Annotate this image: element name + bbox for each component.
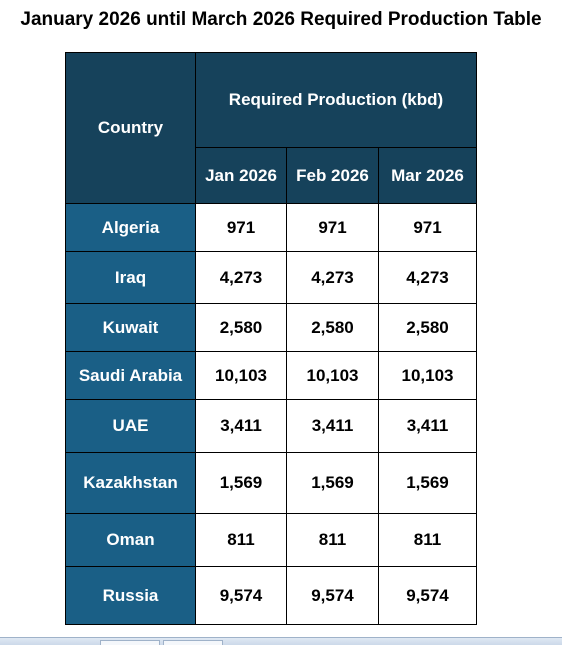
- month-header-feb: Feb 2026: [286, 147, 379, 204]
- bottom-tab[interactable]: [100, 640, 160, 645]
- value-cell: 4,273: [378, 251, 477, 304]
- table-row: Iraq 4,273 4,273 4,273: [65, 251, 477, 304]
- value-cell: 10,103: [286, 351, 379, 400]
- country-cell: Kuwait: [65, 303, 196, 352]
- month-header-jan: Jan 2026: [195, 147, 287, 204]
- value-cell: 4,273: [286, 251, 379, 304]
- value-cell: 2,580: [286, 303, 379, 352]
- value-cell: 4,273: [195, 251, 287, 304]
- country-cell: UAE: [65, 399, 196, 453]
- value-cell: 811: [195, 513, 287, 567]
- country-cell: Algeria: [65, 203, 196, 252]
- country-cell: Kazakhstan: [65, 452, 196, 514]
- value-cell: 9,574: [378, 566, 477, 625]
- value-cell: 2,580: [378, 303, 477, 352]
- value-cell: 10,103: [378, 351, 477, 400]
- table-row: UAE 3,411 3,411 3,411: [65, 399, 477, 453]
- value-cell: 971: [378, 203, 477, 252]
- value-cell: 971: [195, 203, 287, 252]
- value-cell: 1,569: [286, 452, 379, 514]
- table-row: Algeria 971 971 971: [65, 203, 477, 252]
- country-header: Country: [65, 52, 196, 204]
- header-row-group: Country Required Production (kbd): [65, 52, 477, 204]
- table-row: Oman 811 811 811: [65, 513, 477, 567]
- country-cell: Oman: [65, 513, 196, 567]
- value-cell: 811: [378, 513, 477, 567]
- value-cell: 1,569: [378, 452, 477, 514]
- country-cell: Russia: [65, 566, 196, 625]
- country-cell: Iraq: [65, 251, 196, 304]
- month-header-mar: Mar 2026: [378, 147, 477, 204]
- bottom-tab[interactable]: [163, 640, 223, 645]
- value-cell: 9,574: [195, 566, 287, 625]
- country-cell: Saudi Arabia: [65, 351, 196, 400]
- table-row: Saudi Arabia 10,103 10,103 10,103: [65, 351, 477, 400]
- value-cell: 811: [286, 513, 379, 567]
- production-table: Country Required Production (kbd) Jan 20…: [65, 52, 477, 625]
- value-cell: 3,411: [378, 399, 477, 453]
- table-row: Kazakhstan 1,569 1,569 1,569: [65, 452, 477, 514]
- value-cell: 971: [286, 203, 379, 252]
- value-cell: 1,569: [195, 452, 287, 514]
- header-row-months: Jan 2026 Feb 2026 Mar 2026: [66, 147, 477, 204]
- required-production-header: Required Production (kbd): [195, 52, 477, 148]
- value-cell: 3,411: [195, 399, 287, 453]
- value-cell: 2,580: [195, 303, 287, 352]
- value-cell: 10,103: [195, 351, 287, 400]
- table-row: Russia 9,574 9,574 9,574: [65, 566, 477, 625]
- value-cell: 3,411: [286, 399, 379, 453]
- window-bottom-bar: [0, 637, 562, 645]
- table-row: Kuwait 2,580 2,580 2,580: [65, 303, 477, 352]
- value-cell: 9,574: [286, 566, 379, 625]
- page-title: January 2026 until March 2026 Required P…: [20, 9, 542, 30]
